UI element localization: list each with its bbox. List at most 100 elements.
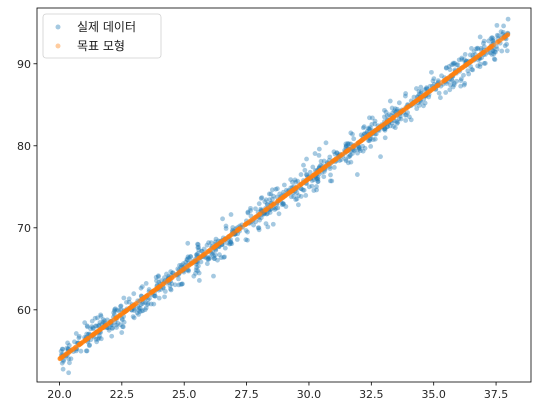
actual-data-point <box>409 117 414 122</box>
actual-data-point <box>223 246 228 251</box>
actual-data-point <box>91 325 96 330</box>
actual-data-point <box>119 330 124 335</box>
actual-data-point <box>207 257 212 262</box>
actual-data-point <box>195 268 200 273</box>
actual-data-point <box>403 118 408 123</box>
actual-data-point <box>454 79 459 84</box>
target-model-point <box>125 308 130 313</box>
actual-data-point <box>245 230 250 235</box>
target-model-point <box>194 258 199 263</box>
actual-data-point <box>495 23 500 28</box>
actual-data-point <box>219 255 224 260</box>
target-model-point <box>317 169 322 174</box>
target-model-point <box>383 121 388 126</box>
actual-data-point <box>431 79 436 84</box>
actual-data-point <box>499 29 504 34</box>
target-model-point <box>85 337 90 342</box>
actual-data-point <box>188 254 193 259</box>
actual-data-point <box>146 301 151 306</box>
y-axis: 60708090 <box>17 58 37 317</box>
actual-data-point <box>501 24 506 29</box>
target-model-point <box>170 275 175 280</box>
actual-data-point <box>303 193 308 198</box>
actual-data-point <box>357 146 362 151</box>
actual-data-point <box>228 240 233 245</box>
actual-data-point <box>395 121 400 126</box>
actual-data-point <box>61 367 66 372</box>
actual-data-point <box>417 89 422 94</box>
actual-data-point <box>397 100 402 105</box>
legend-label-actual: 실제 데이터 <box>77 20 136 34</box>
actual-data-point <box>368 144 373 149</box>
actual-data-point <box>371 137 376 142</box>
target-model-point <box>313 171 318 176</box>
target-model-point <box>235 228 240 233</box>
actual-data-point <box>131 291 136 296</box>
actual-data-point <box>259 195 264 200</box>
actual-data-point <box>214 237 219 242</box>
actual-data-point <box>448 83 453 88</box>
target-model-point <box>206 249 211 254</box>
actual-data-point <box>310 184 315 189</box>
actual-data-point <box>490 52 495 57</box>
target-model-point <box>466 61 471 66</box>
actual-data-point <box>452 61 457 66</box>
actual-data-point <box>256 225 261 230</box>
x-tick-label: 27.5 <box>234 388 259 401</box>
actual-data-point <box>185 257 190 262</box>
actual-data-point <box>230 225 235 230</box>
actual-data-point <box>112 307 117 312</box>
actual-data-point <box>346 154 351 159</box>
actual-data-point <box>205 243 210 248</box>
actual-data-point <box>84 348 89 353</box>
target-model-point <box>341 152 346 157</box>
target-model-point <box>112 317 117 322</box>
target-model-point <box>201 252 206 257</box>
actual-data-point <box>132 315 137 320</box>
target-model-point <box>166 278 171 283</box>
target-model-point <box>399 110 404 115</box>
actual-data-point <box>196 245 201 250</box>
target-model-point <box>379 124 384 129</box>
target-model-point <box>452 71 457 76</box>
actual-data-point <box>403 91 408 96</box>
actual-data-point <box>462 81 467 86</box>
actual-data-point <box>121 324 126 329</box>
y-tick-label: 80 <box>17 140 31 153</box>
actual-data-point <box>388 99 393 104</box>
legend: 실제 데이터 목표 모형 <box>43 14 161 58</box>
actual-data-point <box>235 237 240 242</box>
plot-area <box>37 8 531 382</box>
actual-data-point <box>370 116 375 121</box>
actual-data-point <box>465 68 470 73</box>
actual-data-point <box>459 56 464 61</box>
actual-data-point <box>268 192 273 197</box>
actual-data-point <box>317 153 322 158</box>
target-model-point <box>212 245 217 250</box>
actual-data-point <box>82 320 87 325</box>
target-model-point <box>423 92 428 97</box>
target-model-point <box>404 106 409 111</box>
actual-data-point <box>383 135 388 140</box>
target-model-point <box>391 115 396 120</box>
actual-data-point <box>503 43 508 48</box>
actual-data-point <box>418 85 423 90</box>
legend-marker-actual <box>56 25 61 30</box>
actual-data-point <box>127 300 132 305</box>
actual-data-point <box>399 117 404 122</box>
actual-data-point <box>275 186 280 191</box>
actual-data-point <box>369 122 374 127</box>
actual-data-point <box>139 286 144 291</box>
actual-data-point <box>224 224 229 229</box>
target-model-point <box>472 56 477 61</box>
actual-data-point <box>324 140 329 145</box>
actual-data-point <box>137 309 142 314</box>
actual-data-point <box>94 339 99 344</box>
actual-data-point <box>79 349 84 354</box>
actual-data-point <box>366 127 371 132</box>
actual-data-point <box>99 314 104 319</box>
x-tick-label: 22.5 <box>110 388 135 401</box>
actual-data-point <box>169 288 174 293</box>
actual-data-point <box>468 53 473 58</box>
actual-data-point <box>299 172 304 177</box>
